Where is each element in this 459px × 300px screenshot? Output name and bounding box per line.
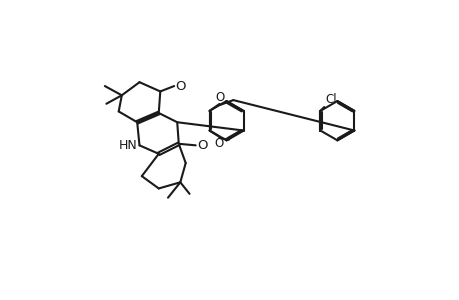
Text: O: O xyxy=(215,91,224,103)
Text: O: O xyxy=(196,139,207,152)
Text: HN: HN xyxy=(119,139,138,152)
Text: Cl: Cl xyxy=(325,93,336,106)
Text: O: O xyxy=(175,80,185,92)
Text: O: O xyxy=(213,137,223,150)
